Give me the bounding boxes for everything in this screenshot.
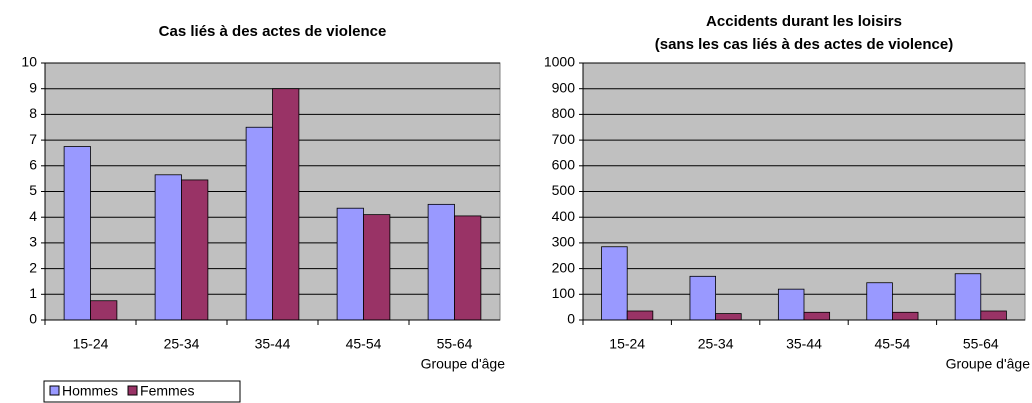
y-tick-label: 900 xyxy=(552,79,576,95)
y-tick-label: 0 xyxy=(567,311,575,327)
bar xyxy=(336,207,364,321)
bar xyxy=(601,246,628,321)
bar xyxy=(866,282,893,321)
bar xyxy=(90,300,118,321)
chart-title: Cas liés à des actes de violence xyxy=(159,23,387,40)
legend-box xyxy=(43,380,241,403)
y-tick-label: 8 xyxy=(29,105,37,121)
bar xyxy=(272,88,300,321)
legend-label: Hommes xyxy=(62,383,118,399)
x-tick-label: 25-34 xyxy=(164,336,200,352)
x-tick-label: 25-34 xyxy=(698,336,734,352)
bar xyxy=(954,273,982,321)
x-axis-label: Groupe d'âge xyxy=(946,356,1031,372)
bar xyxy=(626,310,654,321)
y-tick-label: 1000 xyxy=(544,54,575,70)
bar xyxy=(777,288,805,321)
bar xyxy=(892,311,919,321)
x-tick-label: 35-44 xyxy=(255,336,291,352)
y-tick-label: 200 xyxy=(552,259,576,275)
x-tick-label: 45-54 xyxy=(346,336,382,352)
x-tick-label: 15-24 xyxy=(73,336,109,352)
y-tick-label: 600 xyxy=(552,157,576,173)
bar xyxy=(689,275,716,321)
y-tick-label: 800 xyxy=(552,105,576,121)
y-tick-label: 3 xyxy=(29,234,37,250)
y-tick-label: 2 xyxy=(29,259,37,275)
y-tick-label: 10 xyxy=(21,54,37,70)
y-tick-label: 4 xyxy=(29,208,37,224)
bar xyxy=(63,146,91,321)
bar xyxy=(980,310,1007,321)
x-tick-label: 55-64 xyxy=(437,336,473,352)
x-axis-label: Groupe d'âge xyxy=(421,356,506,372)
y-tick-label: 7 xyxy=(29,131,37,147)
legend-swatch xyxy=(127,385,138,396)
y-tick-label: 9 xyxy=(29,79,37,95)
legend-label: Femmes xyxy=(140,383,194,399)
y-tick-label: 700 xyxy=(552,131,576,147)
bar xyxy=(363,214,391,321)
bar xyxy=(181,179,209,321)
y-tick-label: 5 xyxy=(29,182,37,198)
bar xyxy=(454,215,482,321)
y-tick-label: 1 xyxy=(29,285,37,301)
x-tick-label: 45-54 xyxy=(874,336,910,352)
y-tick-label: 6 xyxy=(29,157,37,173)
y-tick-label: 500 xyxy=(552,182,576,198)
chart-title: Accidents durant les loisirs xyxy=(706,13,902,30)
bar xyxy=(154,174,182,321)
y-tick-label: 0 xyxy=(29,311,37,327)
y-tick-label: 100 xyxy=(552,285,576,301)
x-tick-label: 55-64 xyxy=(963,336,999,352)
y-tick-label: 400 xyxy=(552,208,576,224)
y-tick-label: 300 xyxy=(552,234,576,250)
chart-title: (sans les cas liés à des actes de violen… xyxy=(655,36,954,53)
bar xyxy=(245,126,273,321)
x-tick-label: 35-44 xyxy=(786,336,822,352)
bar xyxy=(715,313,742,321)
x-tick-label: 15-24 xyxy=(609,336,645,352)
bar xyxy=(427,203,455,321)
bar xyxy=(803,311,831,321)
legend-swatch xyxy=(49,385,60,396)
